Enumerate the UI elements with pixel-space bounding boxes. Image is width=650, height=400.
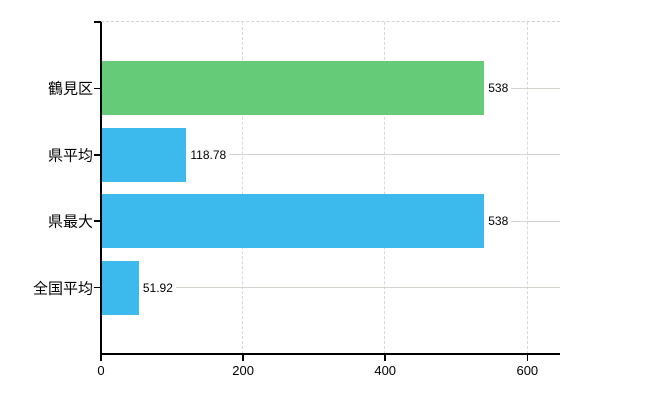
gridline-horizontal xyxy=(101,287,560,289)
y-axis-tick xyxy=(94,220,101,222)
x-tick-label: 400 xyxy=(374,363,397,378)
y-axis-tick xyxy=(94,154,101,156)
value-label: 538 xyxy=(484,80,512,97)
category-label: 県最大 xyxy=(47,213,93,231)
value-label: 51.92 xyxy=(138,279,176,296)
value-label: 538 xyxy=(484,213,512,230)
gridline-vertical xyxy=(526,22,528,354)
x-axis-tick xyxy=(242,354,244,361)
x-axis-tick xyxy=(526,354,529,361)
value-label: 118.78 xyxy=(186,146,230,163)
y-axis-tick xyxy=(94,286,101,289)
bar xyxy=(102,127,187,182)
x-axis xyxy=(101,353,560,355)
y-axis-tick xyxy=(94,21,101,23)
x-tick-label: 200 xyxy=(232,363,254,378)
bar xyxy=(102,260,139,315)
x-tick-label: 600 xyxy=(516,363,539,378)
plot-top-border xyxy=(101,21,560,22)
x-axis-tick xyxy=(384,354,386,361)
x-tick-label: 0 xyxy=(97,363,105,378)
category-label: 県平均 xyxy=(47,147,93,165)
category-label: 全国平均 xyxy=(32,280,93,298)
bar xyxy=(102,194,485,249)
x-axis-tick xyxy=(100,354,102,361)
y-axis xyxy=(100,22,102,354)
gridline-vertical xyxy=(384,22,386,354)
y-axis-tick xyxy=(94,87,101,90)
category-label: 鶴見区 xyxy=(47,80,93,98)
bar xyxy=(102,61,485,116)
gridline-vertical xyxy=(242,22,244,354)
gridline-horizontal xyxy=(101,154,560,156)
